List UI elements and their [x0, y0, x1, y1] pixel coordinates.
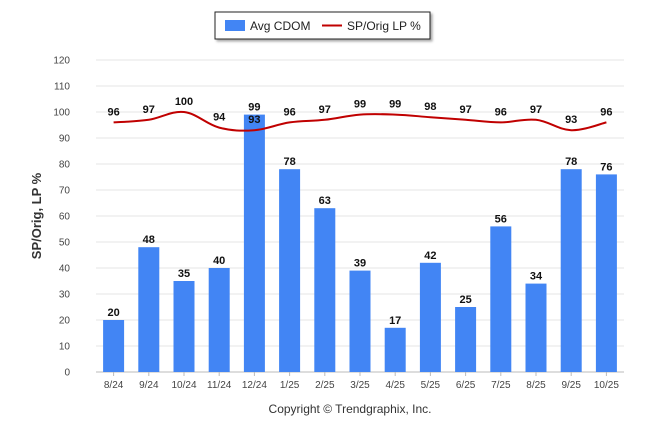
x-tick-label-8-25: 8/25	[526, 380, 546, 391]
line-labels: 96 97 100 94 93 96 97 99 99 98 97 96 97 93 96	[107, 96, 612, 126]
bar-12-24	[243, 114, 265, 372]
bar-8-25	[525, 283, 547, 372]
bar-5-25	[419, 262, 441, 372]
x-tick-label-7-25: 7/25	[491, 380, 511, 391]
bar-11-24	[208, 268, 230, 372]
y-tick-label-110: 110	[54, 82, 70, 93]
bar-label-11-24: 40	[213, 255, 225, 267]
bar-label-10-24: 35	[178, 268, 190, 280]
y-tick-label-100: 100	[53, 108, 70, 119]
bar-label-10-25: 76	[600, 161, 612, 173]
bar-1-25	[279, 169, 301, 372]
line-sp-orig-lp	[113, 110, 607, 132]
bar-label-9-25: 78	[565, 156, 577, 168]
x-tick-label-10-24: 10/24	[171, 380, 196, 391]
y-tick-label-50: 50	[59, 238, 71, 249]
legend-label-sp-orig: SP/Orig LP %	[347, 19, 421, 33]
line-label-9-25: 93	[565, 114, 577, 126]
line-label-11-24: 94	[213, 112, 226, 124]
bar-label-6-25: 25	[459, 294, 471, 306]
bar-8-24	[103, 320, 125, 372]
line-label-2-25: 97	[319, 104, 331, 116]
y-tick-label-40: 40	[59, 264, 71, 275]
legend-label-avg-cdom: Avg CDOM	[250, 19, 310, 33]
bar-10-24	[173, 281, 195, 372]
line-label-12-24: 93	[248, 114, 260, 126]
line-label-3-25: 99	[354, 99, 366, 111]
x-tick-label-6-25: 6/25	[456, 380, 476, 391]
line-label-7-25: 96	[495, 106, 507, 118]
y-tick-label-120: 120	[53, 56, 70, 67]
bar-label-2-25: 63	[319, 195, 331, 207]
x-tick-label-5-25: 5/25	[421, 380, 441, 391]
y-axis-ticks: 0 10 20 30 40 50 60 70 80 90 100 110 120	[53, 56, 70, 379]
x-tick-label-3-25: 3/25	[350, 380, 370, 391]
bar-label-7-25: 56	[495, 213, 507, 225]
x-tick-label-9-24: 9/24	[139, 380, 159, 391]
y-tick-label-70: 70	[59, 186, 71, 197]
bar-label-5-25: 42	[424, 250, 436, 262]
line-series	[113, 110, 607, 132]
bar-3-25	[349, 270, 371, 372]
y-axis-title: SP/Orig, LP %	[29, 172, 44, 259]
bar-9-25	[560, 169, 582, 372]
y-tick-label-30: 30	[59, 290, 71, 301]
x-tick-label-8-24: 8/24	[104, 380, 124, 391]
x-tick-label-4-25: 4/25	[385, 380, 405, 391]
legend-swatch-avg-cdom	[225, 20, 245, 31]
line-label-10-25: 96	[600, 106, 612, 118]
y-tick-label-60: 60	[59, 212, 71, 223]
x-tick-label-9-25: 9/25	[561, 380, 581, 391]
y-tick-label-90: 90	[59, 134, 71, 145]
bar-label-9-24: 48	[143, 234, 155, 246]
bar-4-25	[384, 327, 406, 372]
chart-legend: Avg CDOM SP/Orig LP %	[214, 11, 431, 40]
bar-label-1-25: 78	[283, 156, 295, 168]
bar-label-8-24: 20	[107, 307, 119, 319]
bar-7-25	[490, 226, 512, 372]
line-label-1-25: 96	[283, 106, 295, 118]
line-label-10-24: 100	[175, 96, 193, 108]
bar-labels: 20 48 35 40 99 78 63 39 17 42 25 56 34 78 76	[107, 102, 612, 327]
x-tick-label-11-24: 11/24	[207, 380, 232, 391]
bar-2-25	[314, 208, 336, 372]
bar-label-8-25: 34	[530, 271, 543, 283]
bar-6-25	[455, 307, 477, 372]
line-label-4-25: 99	[389, 99, 401, 111]
bars	[103, 114, 617, 372]
y-tick-label-20: 20	[59, 316, 71, 327]
x-tick-label-10-25: 10/25	[594, 380, 619, 391]
bar-label-12-24: 99	[248, 102, 260, 114]
bar-10-25	[595, 174, 617, 372]
line-label-9-24: 97	[143, 104, 155, 116]
line-label-8-24: 96	[107, 106, 119, 118]
copyright-text: Copyright © Trendgraphix, Inc.	[269, 402, 432, 416]
line-label-5-25: 98	[424, 101, 436, 113]
bar-9-24	[138, 247, 160, 372]
y-tick-label-10: 10	[59, 342, 71, 353]
line-label-8-25: 97	[530, 104, 542, 116]
bar-label-3-25: 39	[354, 258, 366, 270]
x-tick-label-1-25: 1/25	[280, 380, 300, 391]
x-tick-label-12-24: 12/24	[242, 380, 267, 391]
line-label-6-25: 97	[459, 104, 471, 116]
x-axis-ticks: 8/24 9/24 10/24 11/24 12/24 1/25 2/25 3/25 4/25 5…	[104, 372, 619, 391]
bar-label-4-25: 17	[389, 315, 401, 327]
y-tick-label-80: 80	[59, 160, 71, 171]
x-tick-label-2-25: 2/25	[315, 380, 335, 391]
y-tick-label-0: 0	[64, 368, 70, 379]
